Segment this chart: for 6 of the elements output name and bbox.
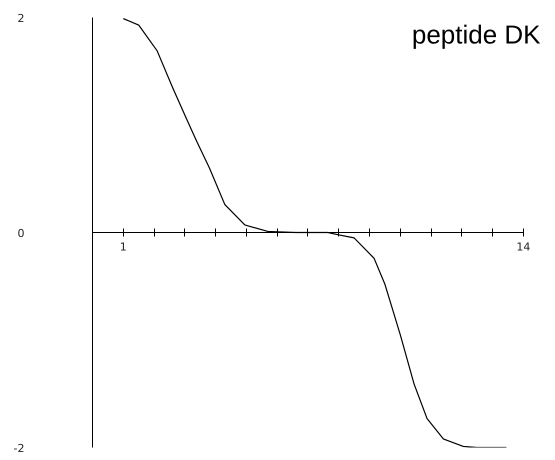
y-tick-label: 0 [18, 227, 24, 240]
x-tick-label: 1 [120, 240, 127, 254]
y-tick-label: -2 [14, 442, 24, 455]
x-tick-label: 14 [516, 240, 530, 254]
chart-title: peptide DK [412, 20, 542, 50]
y-tick-label: 2 [18, 12, 24, 25]
